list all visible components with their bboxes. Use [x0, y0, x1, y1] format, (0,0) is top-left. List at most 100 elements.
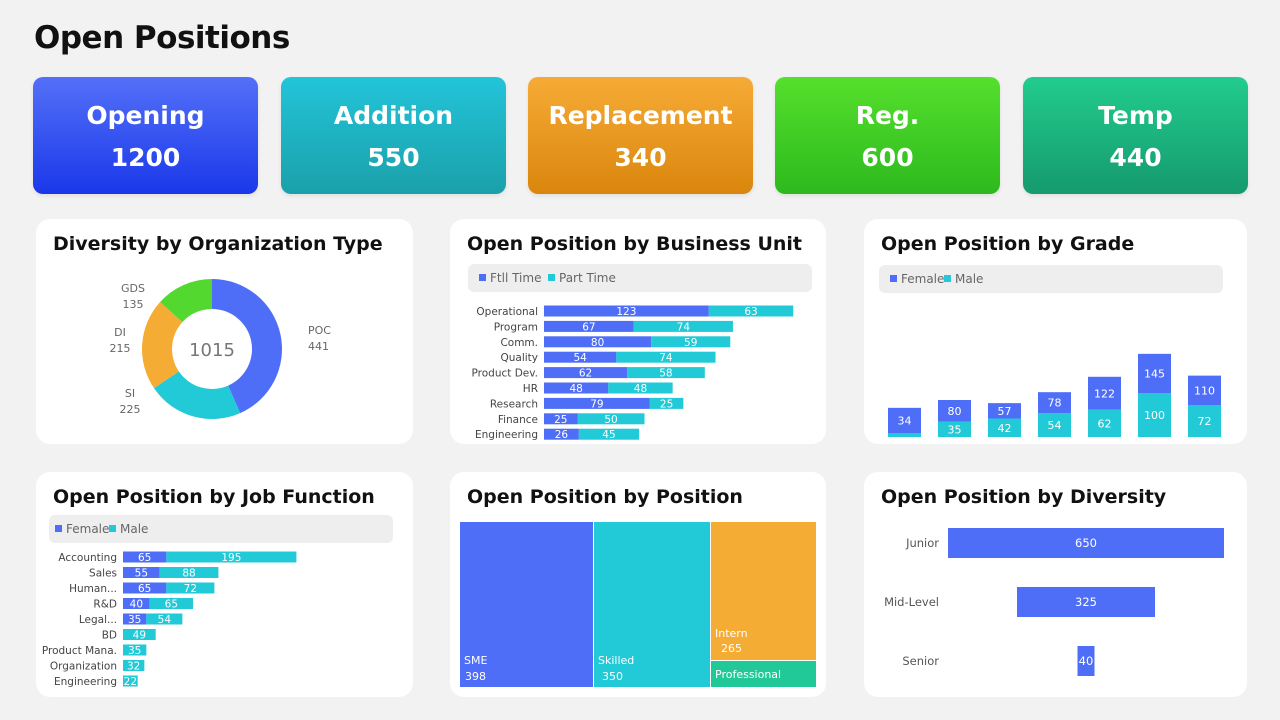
bar-segment	[123, 675, 138, 687]
bar-value: 100	[1144, 409, 1165, 422]
bar-value: 35	[948, 423, 962, 436]
kpi-card-addition[interactable]: Addition 550	[281, 77, 506, 194]
category-label: Engineering	[475, 429, 538, 441]
bar-value: 65	[138, 552, 151, 564]
diversity-panel: Open Position by Diversity Junior 650 Mid-…	[864, 472, 1247, 697]
bar-segment	[938, 400, 971, 422]
bar-segment	[544, 305, 709, 317]
bar-segment	[123, 582, 167, 594]
slice-label: SI	[125, 387, 135, 400]
legend-label: Male	[120, 522, 149, 536]
category-label: Engineering	[54, 676, 117, 688]
bar-value: 195	[221, 552, 241, 564]
bar-value: 145	[1144, 367, 1165, 380]
legend-label: Part Time	[559, 271, 616, 285]
donut-slice	[160, 279, 212, 323]
bar-value: 25	[660, 398, 673, 410]
bar-segment	[948, 528, 1224, 558]
bar-segment	[651, 336, 731, 348]
bar-value: 54	[1048, 419, 1062, 432]
bar-value: 123	[616, 306, 636, 318]
bar-segment	[1077, 646, 1095, 676]
legend-item: Male	[944, 272, 983, 286]
bar-value: 650	[1075, 536, 1097, 550]
bar-segment	[544, 351, 617, 363]
legend-swatch	[548, 274, 555, 281]
cell-value: 350	[602, 670, 623, 683]
legend-item: Female	[890, 272, 944, 286]
bar-segment	[123, 629, 156, 640]
bar-segment	[1138, 353, 1171, 393]
bar-segment	[888, 407, 921, 433]
business-unit-chart: Operational 123 63 Program 67 74 Comm. 80 59 Qual…	[472, 305, 794, 441]
treemap-cell	[711, 661, 816, 687]
bar-value: 79	[590, 398, 603, 410]
legend-label: Female	[66, 522, 110, 536]
panel-title: Open Position by Business Unit	[467, 233, 802, 255]
slice-value: 215	[110, 342, 131, 355]
panel-title: Diversity by Organization Type	[53, 233, 383, 255]
bar-segment	[649, 397, 684, 409]
kpi-card-temp[interactable]: Temp 440	[1023, 77, 1248, 194]
bar-segment	[1088, 376, 1121, 410]
bar-value: 325	[1075, 595, 1097, 609]
bar-value: 42	[998, 422, 1012, 435]
bar-value: 54	[573, 352, 587, 364]
legend-label: Ftll Time	[490, 271, 542, 285]
bar-value: 25	[554, 414, 567, 426]
position-panel: Open Position by Position SME 398 Skilled 3…	[450, 472, 826, 697]
kpi-value: 600	[861, 143, 914, 172]
kpi-card-opening[interactable]: Opening 1200	[33, 77, 258, 194]
position-treemap: SME 398 Skilled 350 Intern 265 Professional	[460, 522, 816, 687]
bar-segment	[544, 336, 652, 348]
bar-segment	[1038, 413, 1071, 437]
legend-item: Part Time	[548, 271, 616, 285]
bar-value: 62	[1098, 417, 1112, 430]
slice-value: 225	[120, 403, 141, 416]
kpi-label: Temp	[1098, 101, 1173, 130]
bar-value: 49	[133, 630, 146, 642]
bar-value: 63	[744, 306, 757, 318]
bar-segment	[544, 320, 634, 332]
donut-slice	[142, 302, 183, 389]
kpi-card-replacement[interactable]: Replacement 340	[528, 77, 753, 194]
bar-value: 26	[555, 429, 569, 441]
bar-value: 48	[569, 383, 582, 395]
bar-value: 35	[128, 614, 141, 626]
bar-value: 72	[1198, 415, 1212, 428]
category-label: Sales	[89, 568, 117, 580]
bar-value: 80	[948, 405, 962, 418]
bar-segment	[578, 428, 640, 440]
category-label: Organization	[50, 661, 117, 673]
slice-label: DI	[114, 326, 126, 339]
category-label: Research	[490, 398, 538, 410]
bar-segment	[577, 413, 645, 425]
bar-segment	[166, 551, 297, 563]
grade-chart: 34 35 80 42 57 54 78 62 122 100 145 72 110	[888, 353, 1221, 437]
category-label: Operational	[476, 306, 538, 318]
bar-segment	[149, 598, 194, 609]
category-label: Senior	[902, 654, 939, 668]
bar-value: 88	[182, 568, 195, 580]
kpi-card-reg[interactable]: Reg. 600	[775, 77, 1000, 194]
treemap-cell	[594, 522, 710, 687]
bar-segment	[123, 644, 147, 656]
panel-title: Open Position by Diversity	[881, 486, 1167, 508]
kpi-value: 550	[367, 143, 420, 172]
category-label: Finance	[498, 414, 538, 426]
bar-value: 34	[898, 414, 912, 427]
bar-segment	[633, 320, 733, 332]
kpi-value: 440	[1109, 143, 1162, 172]
business-unit-panel: Open Position by Business Unit Ftll Time…	[450, 219, 826, 444]
category-label: Accounting	[58, 552, 117, 564]
page-title: Open Positions	[34, 20, 290, 56]
cell-label: Skilled	[598, 654, 634, 667]
kpi-value: 1200	[110, 143, 181, 172]
legend-item: Ftll Time	[479, 271, 541, 285]
bar-value: 74	[659, 352, 673, 364]
legend-swatch	[944, 275, 951, 282]
category-label: Human...	[69, 583, 117, 595]
slice-value: 135	[123, 298, 144, 311]
bar-segment	[146, 613, 183, 625]
legend-label: Male	[955, 272, 984, 286]
